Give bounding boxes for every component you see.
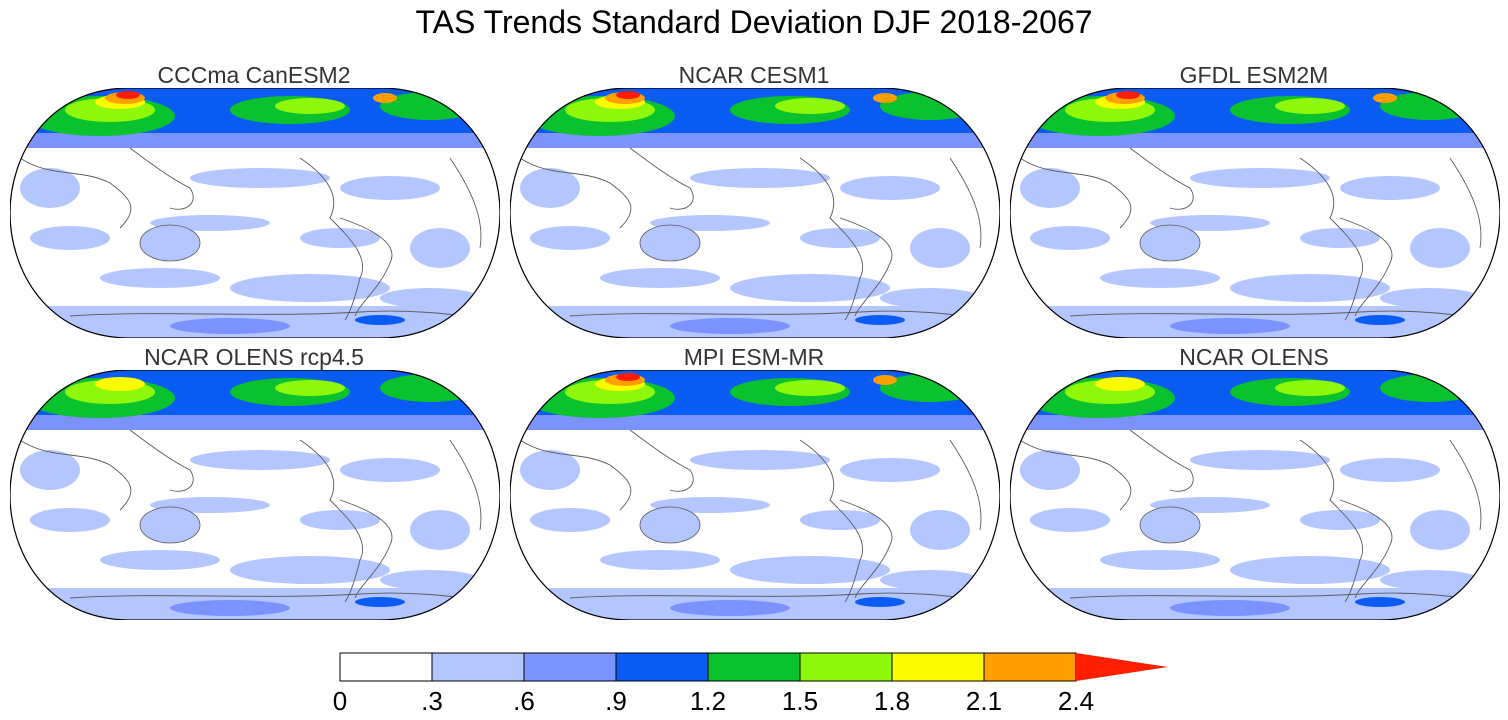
anomaly-blob — [1410, 228, 1470, 268]
map-frame — [10, 370, 500, 620]
colorbar-label: .6 — [513, 686, 535, 716]
map-panel-3 — [1010, 88, 1500, 338]
map-panel-4 — [10, 370, 500, 620]
anomaly-blob — [600, 550, 720, 570]
anomaly-blob — [910, 228, 970, 268]
anomaly-blob — [730, 556, 890, 584]
map-frame — [1010, 370, 1500, 620]
anomaly-blob — [300, 510, 380, 530]
anomaly-blob — [690, 450, 830, 470]
anomaly-blob — [840, 176, 940, 200]
anomaly-blob — [1100, 268, 1220, 288]
anomaly-blob — [800, 510, 880, 530]
colorbar-label: 1.8 — [873, 686, 911, 716]
map-panel-6 — [1010, 370, 1500, 620]
anomaly-blob — [300, 228, 380, 248]
panel-title-6: NCAR OLENS — [1179, 344, 1329, 370]
anomaly-blob — [730, 274, 890, 302]
anomaly-blob — [410, 228, 470, 268]
anomaly-blob — [530, 508, 610, 532]
colorbar-label: 2.4 — [1057, 686, 1095, 716]
anomaly-blob — [520, 168, 580, 208]
colorbar-label: 0 — [332, 686, 348, 716]
colorbar-label: .9 — [605, 686, 627, 716]
anomaly-blob — [1190, 168, 1330, 188]
anomaly-blob — [1030, 508, 1110, 532]
anomaly-blob — [20, 450, 80, 490]
anomaly-blob — [1410, 510, 1470, 550]
figure-title: TAS Trends Standard Deviation DJF 2018-2… — [415, 4, 1093, 40]
panel-title-1: CCCma CanESM2 — [157, 62, 351, 88]
anomaly-blob — [100, 268, 220, 288]
anomaly-blob — [530, 226, 610, 250]
anomaly-blob — [520, 450, 580, 490]
anomaly-blob — [1230, 274, 1390, 302]
anomaly-blob — [1190, 450, 1330, 470]
anomaly-blob — [600, 268, 720, 288]
panel-title-5: MPI ESM-MR — [683, 344, 825, 370]
colorbar-label: 2.1 — [965, 686, 1003, 716]
anomaly-blob — [100, 550, 220, 570]
anomaly-blob — [880, 288, 980, 308]
anomaly-blob — [30, 508, 110, 532]
anomaly-blob — [690, 168, 830, 188]
anomaly-blob — [1340, 176, 1440, 200]
anomaly-blob — [190, 168, 330, 188]
map-panel-5 — [510, 370, 1000, 620]
anomaly-blob — [1100, 550, 1220, 570]
colorbar-label: .3 — [421, 686, 443, 716]
colorbar-swatch — [707, 652, 801, 682]
anomaly-blob — [20, 168, 80, 208]
colorbar-swatch — [983, 652, 1077, 682]
anomaly-blob — [840, 458, 940, 482]
anomaly-blob — [1380, 288, 1480, 308]
map-panel-2 — [510, 88, 1000, 338]
map-frame — [510, 370, 1000, 620]
colorbar — [339, 652, 1168, 682]
map-panel-1 — [10, 88, 500, 338]
anomaly-blob — [30, 226, 110, 250]
anomaly-blob — [410, 510, 470, 550]
anomaly-blob — [340, 458, 440, 482]
anomaly-blob — [1020, 168, 1080, 208]
map-frame — [1010, 88, 1500, 338]
anomaly-blob — [230, 274, 390, 302]
anomaly-blob — [1300, 510, 1380, 530]
colorbar-label: 1.5 — [781, 686, 819, 716]
anomaly-blob — [910, 510, 970, 550]
anomaly-blob — [800, 228, 880, 248]
panel-title-4: NCAR OLENS rcp4.5 — [144, 344, 364, 370]
anomaly-blob — [340, 176, 440, 200]
anomaly-blob — [190, 450, 330, 470]
anomaly-blob — [880, 570, 980, 590]
anomaly-blob — [1300, 228, 1380, 248]
panel-title-3: GFDL ESM2M — [1179, 62, 1329, 88]
anomaly-blob — [1340, 458, 1440, 482]
colorbar-swatch — [339, 652, 433, 682]
anomaly-blob — [1020, 450, 1080, 490]
anomaly-blob — [1230, 556, 1390, 584]
anomaly-blob — [1380, 570, 1480, 590]
map-frame — [10, 88, 500, 338]
colorbar-swatch — [615, 652, 709, 682]
anomaly-blob — [380, 570, 480, 590]
anomaly-blob — [380, 288, 480, 308]
anomaly-blob — [1030, 226, 1110, 250]
colorbar-arrow — [1076, 653, 1168, 681]
colorbar-label: 1.2 — [689, 686, 727, 716]
colorbar-swatch — [799, 652, 893, 682]
colorbar-swatch — [891, 652, 985, 682]
colorbar-swatch — [431, 652, 525, 682]
panel-title-2: NCAR CESM1 — [678, 62, 830, 88]
colorbar-swatch — [523, 652, 617, 682]
anomaly-blob — [230, 556, 390, 584]
map-frame — [510, 88, 1000, 338]
